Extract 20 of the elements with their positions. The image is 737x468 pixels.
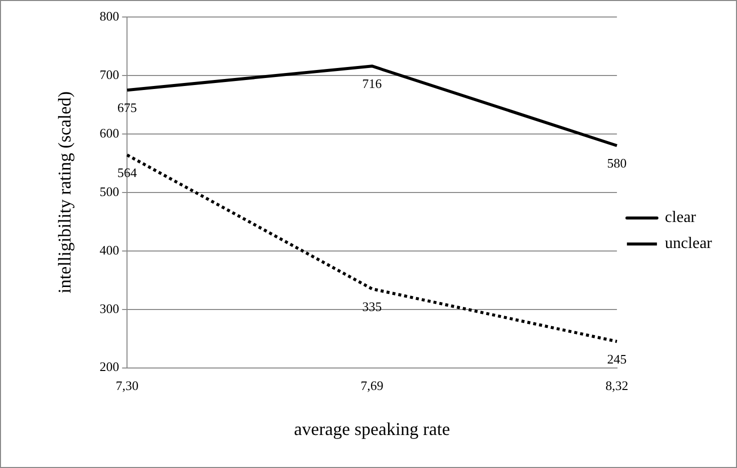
y-tick-label: 500 xyxy=(100,184,120,199)
y-tick-label: 600 xyxy=(100,125,120,140)
x-axis-title: average speaking rate xyxy=(294,418,450,439)
data-label: 675 xyxy=(117,100,137,116)
legend-label: unclear xyxy=(664,235,713,252)
data-label: 335 xyxy=(362,298,382,314)
legend-label: clear xyxy=(664,209,697,226)
data-label: 564 xyxy=(117,164,138,180)
data-label: 245 xyxy=(607,351,627,366)
x-tick-label: 8,32 xyxy=(606,378,628,394)
data-label: 580 xyxy=(607,156,627,171)
y-axis-title: intelligibility rating (scaled) xyxy=(54,91,75,294)
y-tick-label: 700 xyxy=(100,66,120,82)
y-tick-label: 200 xyxy=(100,359,120,374)
x-tick-label: 7,30 xyxy=(116,378,138,394)
data-label: 716 xyxy=(362,76,382,92)
y-tick-label: 800 xyxy=(100,8,120,24)
x-tick-label: 7,69 xyxy=(360,378,384,394)
y-tick-label: 400 xyxy=(100,242,120,258)
y-tick-label: 300 xyxy=(100,300,120,316)
